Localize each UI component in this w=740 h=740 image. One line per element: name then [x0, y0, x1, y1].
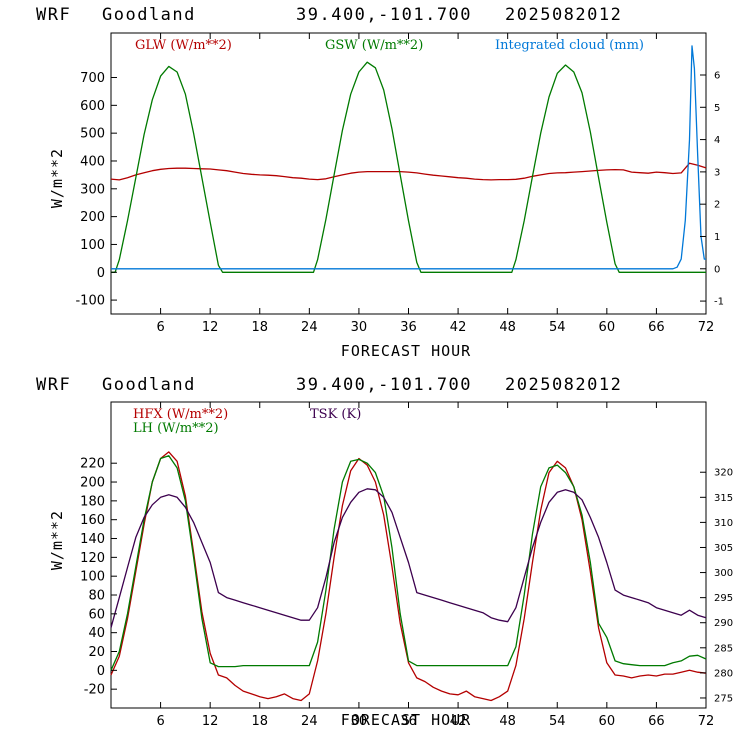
x-tick-label: 54 — [549, 320, 566, 335]
y-tick-label: 60 — [88, 607, 105, 622]
series-integrated-line — [111, 45, 706, 270]
x-tick-label: 66 — [648, 320, 665, 335]
series-lh-line — [110, 455, 707, 671]
x-tick-label: 72 — [698, 320, 715, 335]
series-hfx-line — [110, 451, 707, 702]
y-tick-label: 40 — [88, 626, 105, 641]
series-tsk-line — [110, 488, 707, 628]
x-tick-label: 30 — [351, 320, 368, 335]
x-tick-label: 24 — [301, 320, 318, 335]
y2-tick-label: 305 — [714, 543, 733, 554]
top-header-site: Goodland — [102, 5, 196, 25]
x-tick-label: 48 — [499, 320, 516, 335]
x-tick-label: 18 — [251, 320, 268, 335]
y-tick-label: 0 — [97, 664, 105, 679]
x-tick-label: 36 — [400, 714, 417, 729]
x-tick-label: 30 — [351, 714, 368, 729]
y-tick-label: 220 — [80, 457, 105, 472]
legend-tsk: TSK (K) — [310, 407, 361, 422]
y-tick-label: 100 — [80, 238, 105, 253]
series-gsw-line — [111, 61, 706, 273]
top-header-run: 2025082012 — [505, 5, 622, 25]
x-tick-label: 36 — [400, 320, 417, 335]
x-tick-label: 60 — [599, 714, 616, 729]
legend-glw: GLW (W/m**2) — [135, 38, 232, 53]
legend-gsw: GSW (W/m**2) — [325, 38, 423, 53]
y-tick-label: -100 — [75, 294, 105, 309]
x-tick-label: 12 — [202, 320, 219, 335]
y-tick-label: 80 — [88, 589, 105, 604]
legend-integrated-cloud: Integrated cloud (mm) — [495, 38, 644, 53]
y2-tick-label: 285 — [714, 643, 733, 654]
x-tick-label: 24 — [301, 714, 318, 729]
x-tick-label: 42 — [450, 714, 467, 729]
x-tick-label: 6 — [156, 320, 164, 335]
y2-tick-label: 3 — [714, 167, 720, 178]
y2-tick-label: 280 — [714, 668, 733, 679]
y-tick-label: 0 — [97, 266, 105, 281]
top-x-axis-label: FORECAST HOUR — [341, 342, 471, 360]
x-tick-label: 72 — [698, 714, 715, 729]
y-tick-label: 700 — [80, 71, 105, 86]
series-glw-line — [110, 162, 707, 181]
y2-tick-label: 300 — [714, 568, 733, 579]
y2-tick-label: 310 — [714, 518, 733, 529]
x-tick-label: 66 — [648, 714, 665, 729]
x-tick-label: 6 — [156, 714, 164, 729]
bottom-header-model: WRF — [36, 375, 71, 395]
bottom-x-axis-label: FORECAST HOUR — [341, 711, 471, 729]
x-tick-label: 18 — [251, 714, 268, 729]
y-tick-label: 140 — [80, 532, 105, 547]
y2-tick-label: 290 — [714, 618, 733, 629]
y-tick-label: 20 — [88, 645, 105, 660]
y2-tick-label: 1 — [714, 232, 720, 243]
x-tick-label: 12 — [202, 714, 219, 729]
y-tick-label: -20 — [84, 683, 105, 698]
y2-tick-label: 5 — [714, 103, 720, 114]
top-header-model: WRF — [36, 5, 71, 25]
bottom-header-run: 2025082012 — [505, 375, 622, 395]
y2-tick-label: 320 — [714, 468, 733, 479]
x-tick-label: 48 — [499, 714, 516, 729]
y2-tick-label: 4 — [714, 135, 720, 146]
top-header-coords: 39.400,-101.700 — [296, 5, 472, 25]
x-tick-label: 60 — [599, 320, 616, 335]
y2-tick-label: 295 — [714, 593, 733, 604]
bottom-header-coords: 39.400,-101.700 — [296, 375, 472, 395]
x-tick-label: 54 — [549, 714, 566, 729]
y-tick-label: 200 — [80, 210, 105, 225]
x-tick-label: 42 — [450, 320, 467, 335]
y2-tick-label: 315 — [714, 493, 733, 504]
y-tick-label: 100 — [80, 570, 105, 585]
y2-tick-label: -1 — [714, 297, 724, 308]
top-plot-frame — [110, 32, 707, 315]
y2-tick-label: 6 — [714, 70, 720, 81]
top-y-axis-label: W/m**2 — [48, 148, 66, 208]
y2-tick-label: 2 — [714, 200, 720, 211]
y-tick-label: 180 — [80, 494, 105, 509]
bottom-header-site: Goodland — [102, 375, 196, 395]
y-tick-label: 200 — [80, 476, 105, 491]
y-tick-label: 400 — [80, 154, 105, 169]
y2-tick-label: 275 — [714, 693, 733, 704]
y-tick-label: 120 — [80, 551, 105, 566]
y-tick-label: 300 — [80, 182, 105, 197]
legend-lh: LH (W/m**2) — [133, 421, 219, 436]
legend-hfx: HFX (W/m**2) — [133, 407, 228, 422]
y-tick-label: 500 — [80, 127, 105, 142]
y-tick-label: 600 — [80, 99, 105, 114]
y-tick-label: 160 — [80, 513, 105, 528]
y2-tick-label: 0 — [714, 264, 720, 275]
bottom-y-axis-label: W/m**2 — [48, 510, 66, 570]
bottom-chart: -20 0 20 40 60 80 100 120 140 160 180 200 220 275 280… — [48, 401, 733, 729]
